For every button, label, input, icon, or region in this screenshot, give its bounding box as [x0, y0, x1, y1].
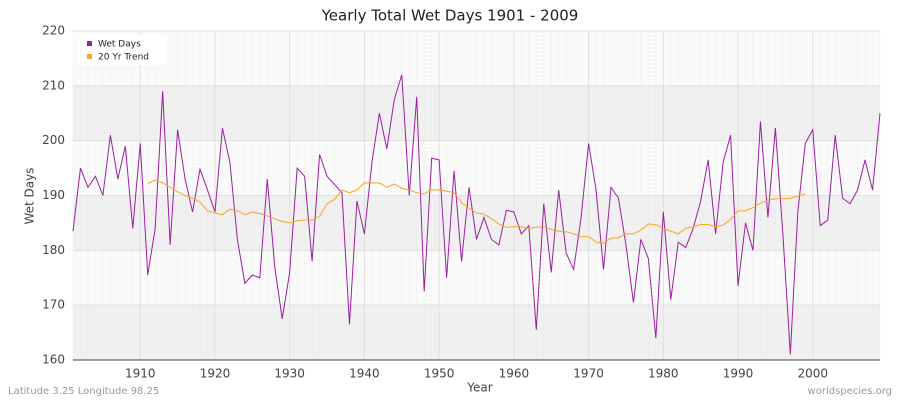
legend-box [79, 35, 167, 65]
y-tick-label: 210 [42, 78, 65, 92]
x-tick-label: 1950 [424, 367, 455, 381]
x-tick-label: 1970 [573, 367, 604, 381]
y-tick-label: 180 [42, 243, 65, 257]
chart-title: Yearly Total Wet Days 1901 - 2009 [321, 7, 579, 25]
x-tick-label: 1910 [125, 367, 156, 381]
x-tick-label: 1960 [499, 367, 530, 381]
x-tick-label: 1920 [200, 367, 231, 381]
x-tick-label: 2000 [797, 367, 828, 381]
legend-label: 20 Yr Trend [98, 53, 149, 63]
data-line [147, 179, 806, 244]
x-tick-label: 1940 [349, 367, 380, 381]
data-line [72, 74, 881, 355]
y-tick-label: 220 [42, 24, 65, 38]
legend-label: Wet Days [98, 40, 141, 50]
footer-left: Latitude 3.25 Longitude 98.25 [8, 386, 159, 397]
legend-swatch [87, 41, 92, 46]
x-tick-label: 1930 [274, 367, 305, 381]
x-tick-label: 1980 [648, 367, 679, 381]
y-tick-label: 170 [42, 298, 65, 312]
x-axis-label: Year [466, 381, 492, 395]
y-tick-label: 190 [42, 188, 65, 202]
footer-right: worldspecies.org [808, 386, 892, 397]
y-axis-label: Wet Days [23, 167, 37, 224]
y-tick-label: 200 [42, 133, 65, 147]
y-tick-label: 160 [42, 353, 65, 367]
x-tick-label: 1990 [723, 367, 754, 381]
legend-swatch [87, 54, 92, 59]
